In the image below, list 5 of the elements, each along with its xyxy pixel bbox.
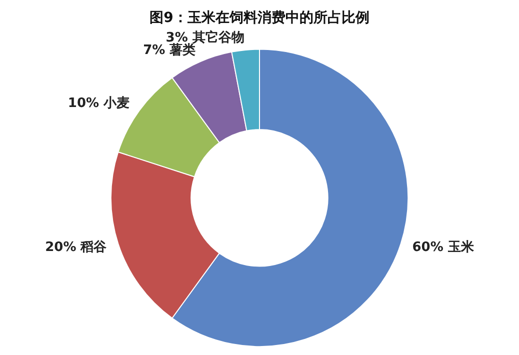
slice-label: 20% 稻谷 xyxy=(45,240,108,255)
slice-label: 10% 小麦 xyxy=(68,96,130,111)
slice-label: 60% 玉米 xyxy=(412,240,475,255)
chart-title: 图9：玉米在饲料消费中的所占比例 xyxy=(150,10,370,26)
slice-label: 7% 薯类 xyxy=(143,42,196,58)
